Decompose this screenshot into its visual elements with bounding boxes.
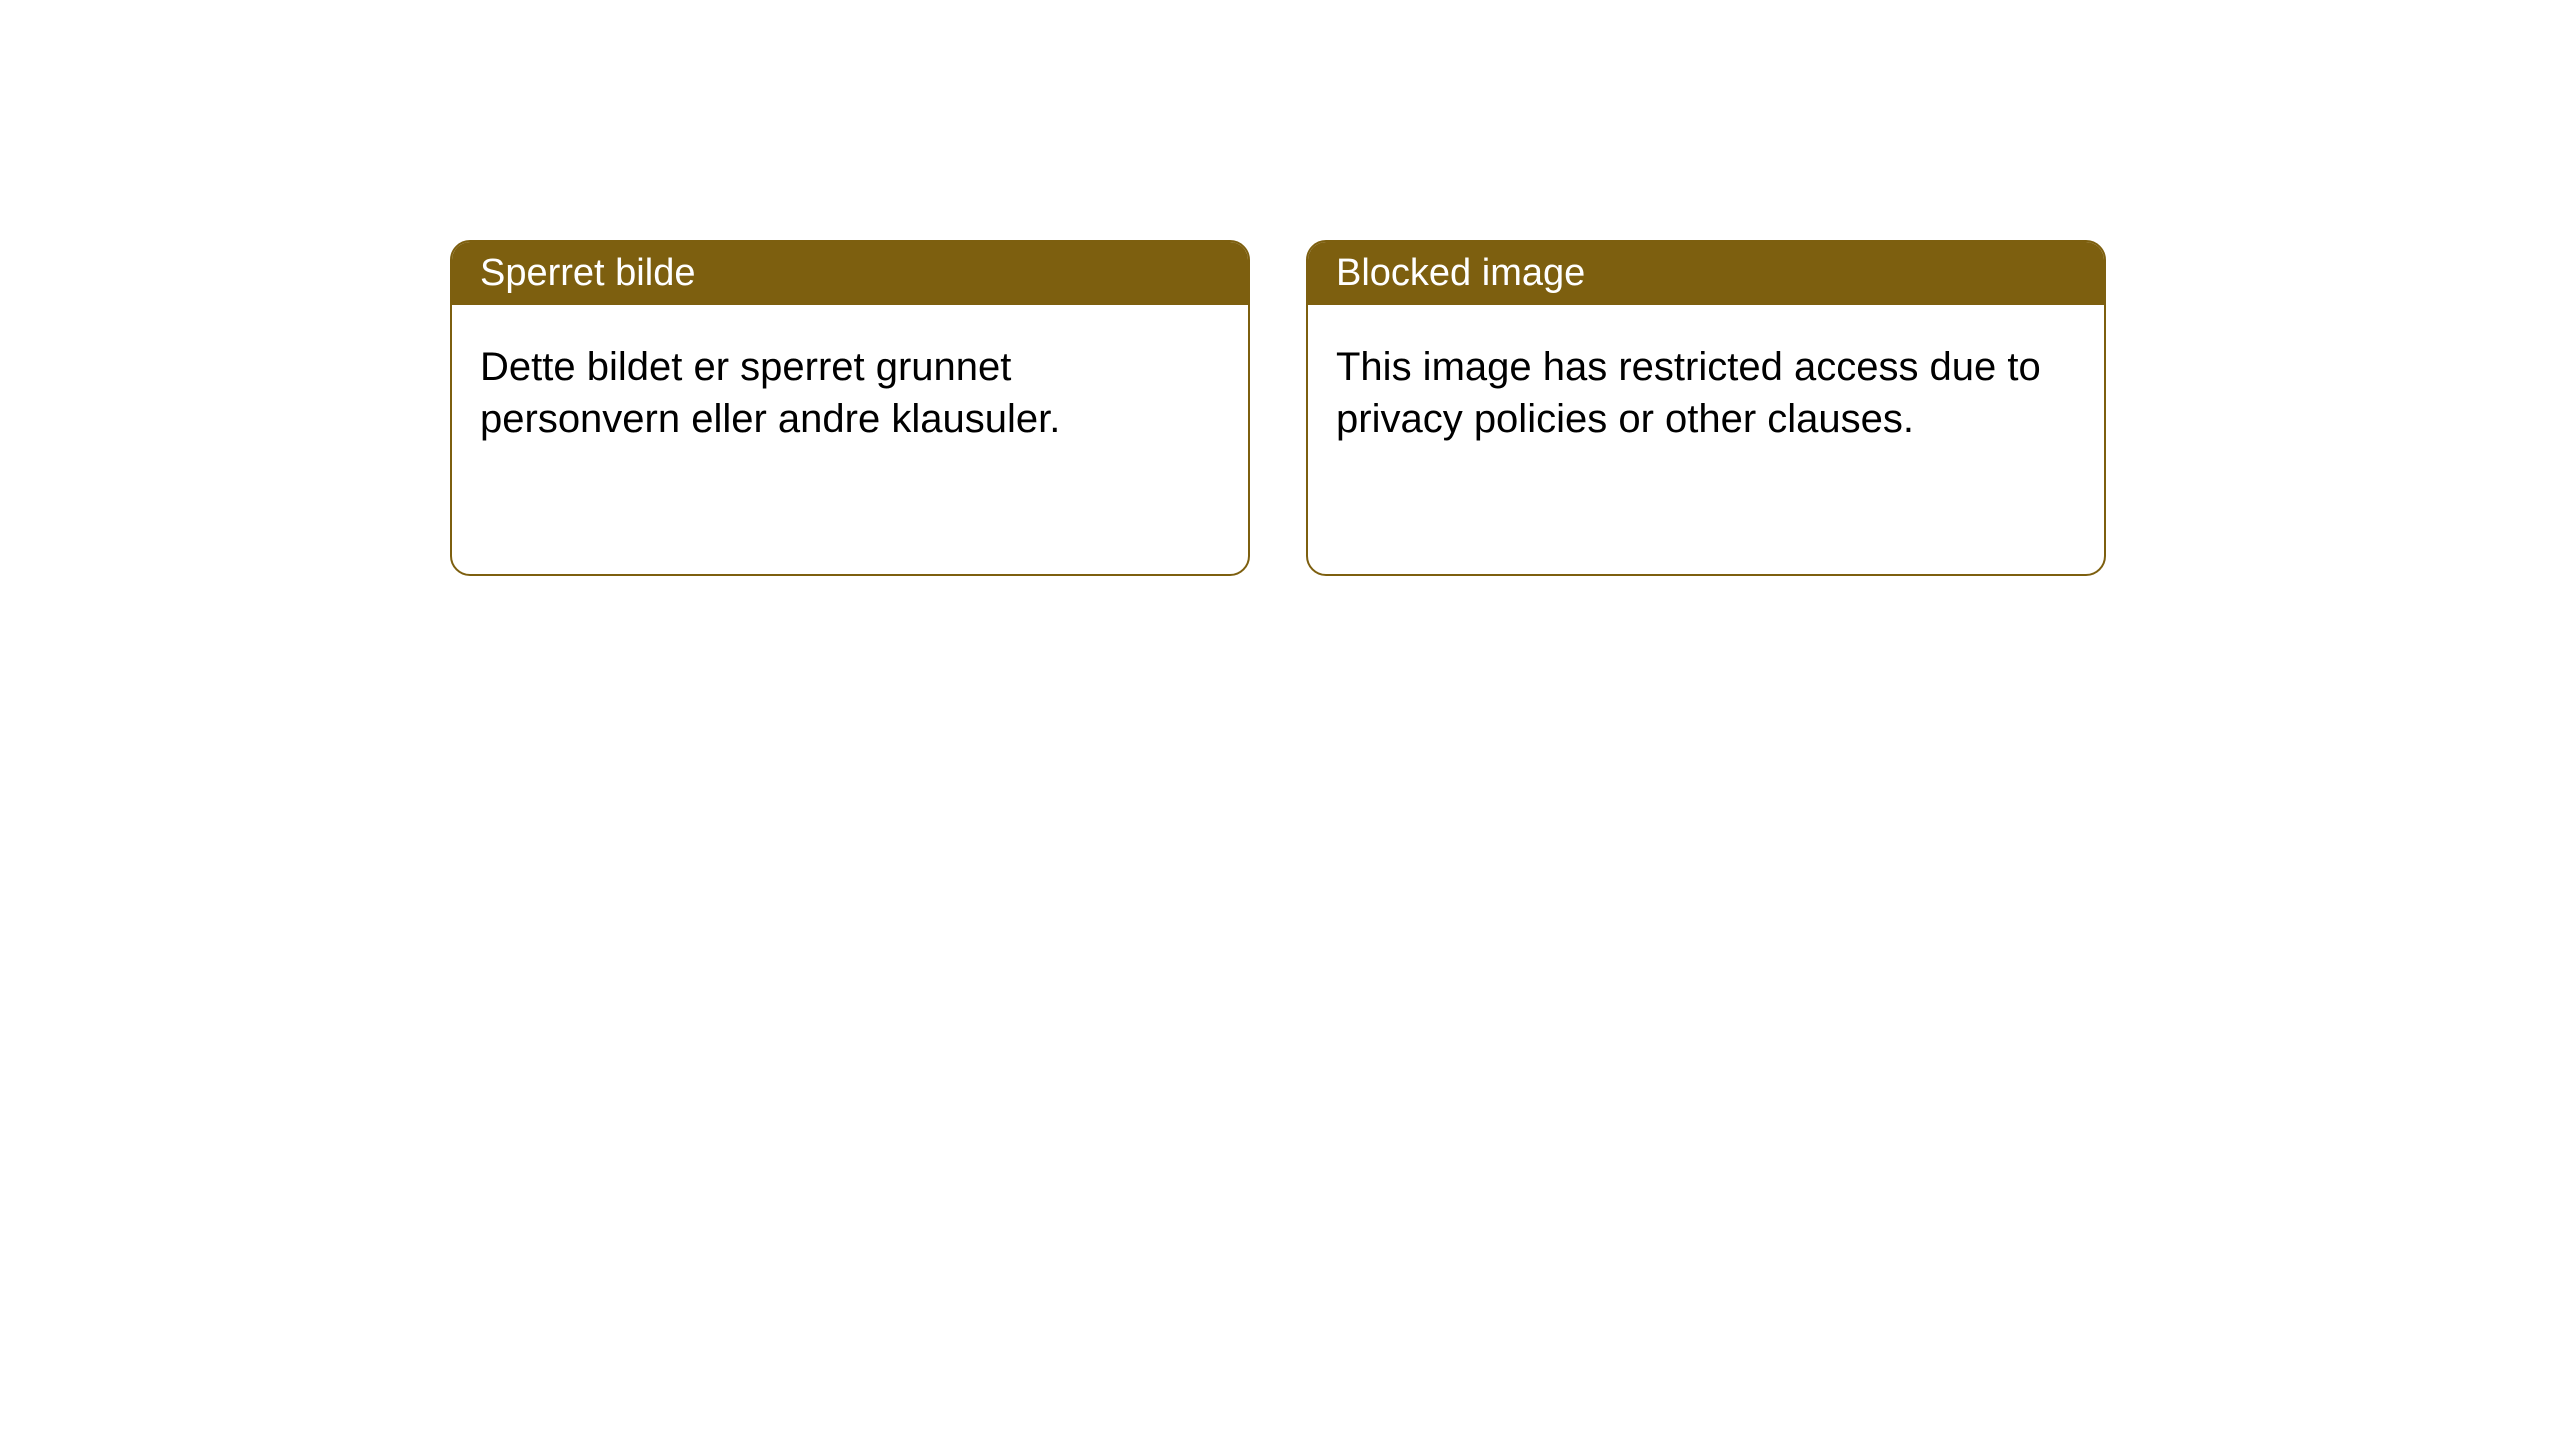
notice-header: Blocked image xyxy=(1308,242,2104,305)
notice-message: Dette bildet er sperret grunnet personve… xyxy=(480,345,1060,441)
notice-title: Sperret bilde xyxy=(480,252,695,294)
notice-message: This image has restricted access due to … xyxy=(1336,345,2041,441)
notice-title: Blocked image xyxy=(1336,252,1585,294)
notice-body: This image has restricted access due to … xyxy=(1308,305,2104,481)
notice-header: Sperret bilde xyxy=(452,242,1248,305)
notice-container: Sperret bilde Dette bildet er sperret gr… xyxy=(450,240,2106,576)
notice-box-norwegian: Sperret bilde Dette bildet er sperret gr… xyxy=(450,240,1250,576)
notice-body: Dette bildet er sperret grunnet personve… xyxy=(452,305,1248,481)
notice-box-english: Blocked image This image has restricted … xyxy=(1306,240,2106,576)
